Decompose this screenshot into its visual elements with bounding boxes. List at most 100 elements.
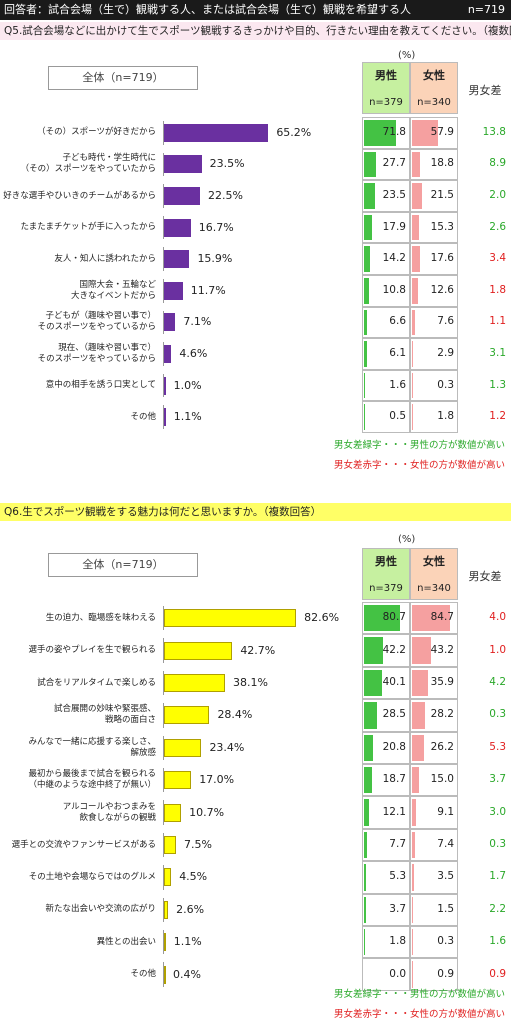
male-value: 80.7 (382, 611, 406, 624)
total-value: 15.9% (197, 252, 233, 266)
respondent-label: 回答者：試合会場（生で）観戦する人、または試合会場（生で）観戦を希望する人 (4, 3, 411, 16)
female-cell (410, 634, 458, 667)
total-value: 0.4% (173, 967, 201, 981)
category-label: 好きな選手やひいきのチームがあるから (0, 191, 156, 202)
female-n: n=340 (417, 97, 451, 108)
diff-value: 0.3 (489, 708, 506, 721)
total-value: 23.4% (209, 740, 245, 754)
female-bar (412, 605, 451, 632)
female-bar (412, 246, 420, 272)
category-label-line: 大きなイベントだから (70, 290, 156, 301)
male-value: 23.5 (382, 189, 406, 201)
axis-segment (163, 832, 164, 858)
male-bar (364, 246, 371, 272)
total-value: 10.7% (189, 805, 225, 819)
male-cell (362, 117, 410, 149)
male-value: 7.7 (389, 838, 406, 850)
total-value: 7.1% (183, 315, 212, 329)
total-value: 4.6% (179, 347, 208, 360)
total-bar (164, 641, 233, 660)
diff-value: 1.0 (489, 643, 506, 656)
axis-segment (163, 606, 164, 631)
axis-segment (163, 735, 164, 760)
category-label: （その）スポーツが好きだから (0, 127, 156, 138)
total-bar (164, 965, 166, 984)
female-value: 7.4 (437, 838, 454, 850)
category-label-line: 子どもが（趣味や習い事で） (45, 311, 156, 322)
total-bar (164, 900, 169, 919)
diff-value: 8.9 (489, 157, 506, 170)
female-cell (410, 602, 458, 635)
male-value: 6.6 (389, 315, 406, 328)
category-label: 現在、（趣味や習い事で） そのスポーツをやっているから (0, 343, 156, 365)
axis-segment (163, 215, 164, 240)
male-bar (364, 372, 365, 399)
category-label: 試合をリアルタイムで楽しめる (0, 678, 156, 689)
male-value: 20.8 (382, 740, 406, 753)
total-bar (164, 376, 166, 395)
axis-segment (163, 930, 164, 955)
diff-value: 4.0 (489, 611, 506, 624)
female-value: 0.3 (437, 378, 454, 391)
axis-segment (163, 703, 164, 728)
female-value: 57.9 (430, 125, 454, 138)
male-n: n=379 (369, 583, 403, 594)
male-value: 27.7 (382, 157, 406, 170)
total-value: 42.7% (240, 643, 276, 657)
diff-value: 4.2 (489, 676, 506, 688)
female-n: n=340 (417, 583, 451, 594)
total-bar (164, 218, 191, 237)
female-value: 15.3 (430, 220, 454, 233)
category-label-line: そのスポーツをやっているから (37, 354, 156, 364)
question-title: Q6.生でスポーツ観戦をする魅力は何だと思いますか。（複数回答） (0, 503, 511, 521)
female-value: 9.1 (437, 805, 454, 818)
category-label-line: アルコールやおつまみを (62, 801, 156, 812)
diff-value: 13.8 (482, 125, 506, 138)
category-label-line: みんなで一緒に応援する楽しさ、 (28, 736, 156, 747)
category-label-line: 国際大会・五輪など (79, 279, 156, 290)
diff-value: 1.1 (489, 315, 506, 328)
female-cell (410, 764, 458, 797)
diff-value: 1.2 (489, 410, 506, 423)
female-bar (412, 767, 419, 794)
female-cell (410, 731, 458, 764)
female-cell (410, 861, 458, 894)
male-bar (364, 702, 377, 729)
male-value: 71.8 (382, 125, 406, 138)
female-header: 女性 n=340 (410, 548, 458, 600)
diff-value: 3.1 (489, 347, 506, 359)
category-label: たまたまチケットが手に入ったから (0, 222, 157, 233)
male-value: 12.1 (382, 805, 406, 818)
male-cell (362, 338, 410, 370)
male-value: 10.8 (382, 283, 406, 296)
total-bar (164, 123, 269, 142)
female-bar (412, 831, 416, 859)
female-cell (410, 796, 458, 829)
female-value: 17.6 (430, 252, 454, 265)
male-bar (364, 309, 367, 336)
diff-value: 0.3 (489, 838, 506, 850)
male-value: 14.2 (382, 252, 406, 265)
axis-segment (163, 342, 164, 366)
legend-green: 男女差緑字・・・男性の方が数値が高い (333, 440, 505, 451)
male-bar (364, 151, 377, 178)
category-label-line: 生の迫力、臨場感を味わえる (45, 612, 156, 623)
male-value: 0.0 (389, 967, 406, 980)
diff-value: 1.7 (489, 870, 506, 883)
male-label: 男性 (375, 555, 397, 568)
category-label-line: 戦略の面白さ (104, 715, 156, 726)
category-label: 意中の相手を誘う口実として (0, 380, 156, 391)
respondent-n: n=719 (467, 3, 505, 16)
category-label-line: 友人・知人に誘われたから (54, 253, 156, 264)
female-cell (410, 958, 458, 991)
diff-value: 2.2 (489, 902, 506, 915)
category-label: 試合展開の妙味や緊張感、 戦略の面白さ (0, 704, 156, 726)
category-label: その土地や会場ならではのグルメ (0, 872, 156, 883)
female-value: 84.7 (430, 611, 454, 624)
female-cell (410, 699, 458, 732)
male-bar (364, 120, 397, 146)
male-cell (362, 699, 410, 732)
total-value: 2.6% (176, 902, 205, 916)
male-bar (364, 831, 368, 859)
